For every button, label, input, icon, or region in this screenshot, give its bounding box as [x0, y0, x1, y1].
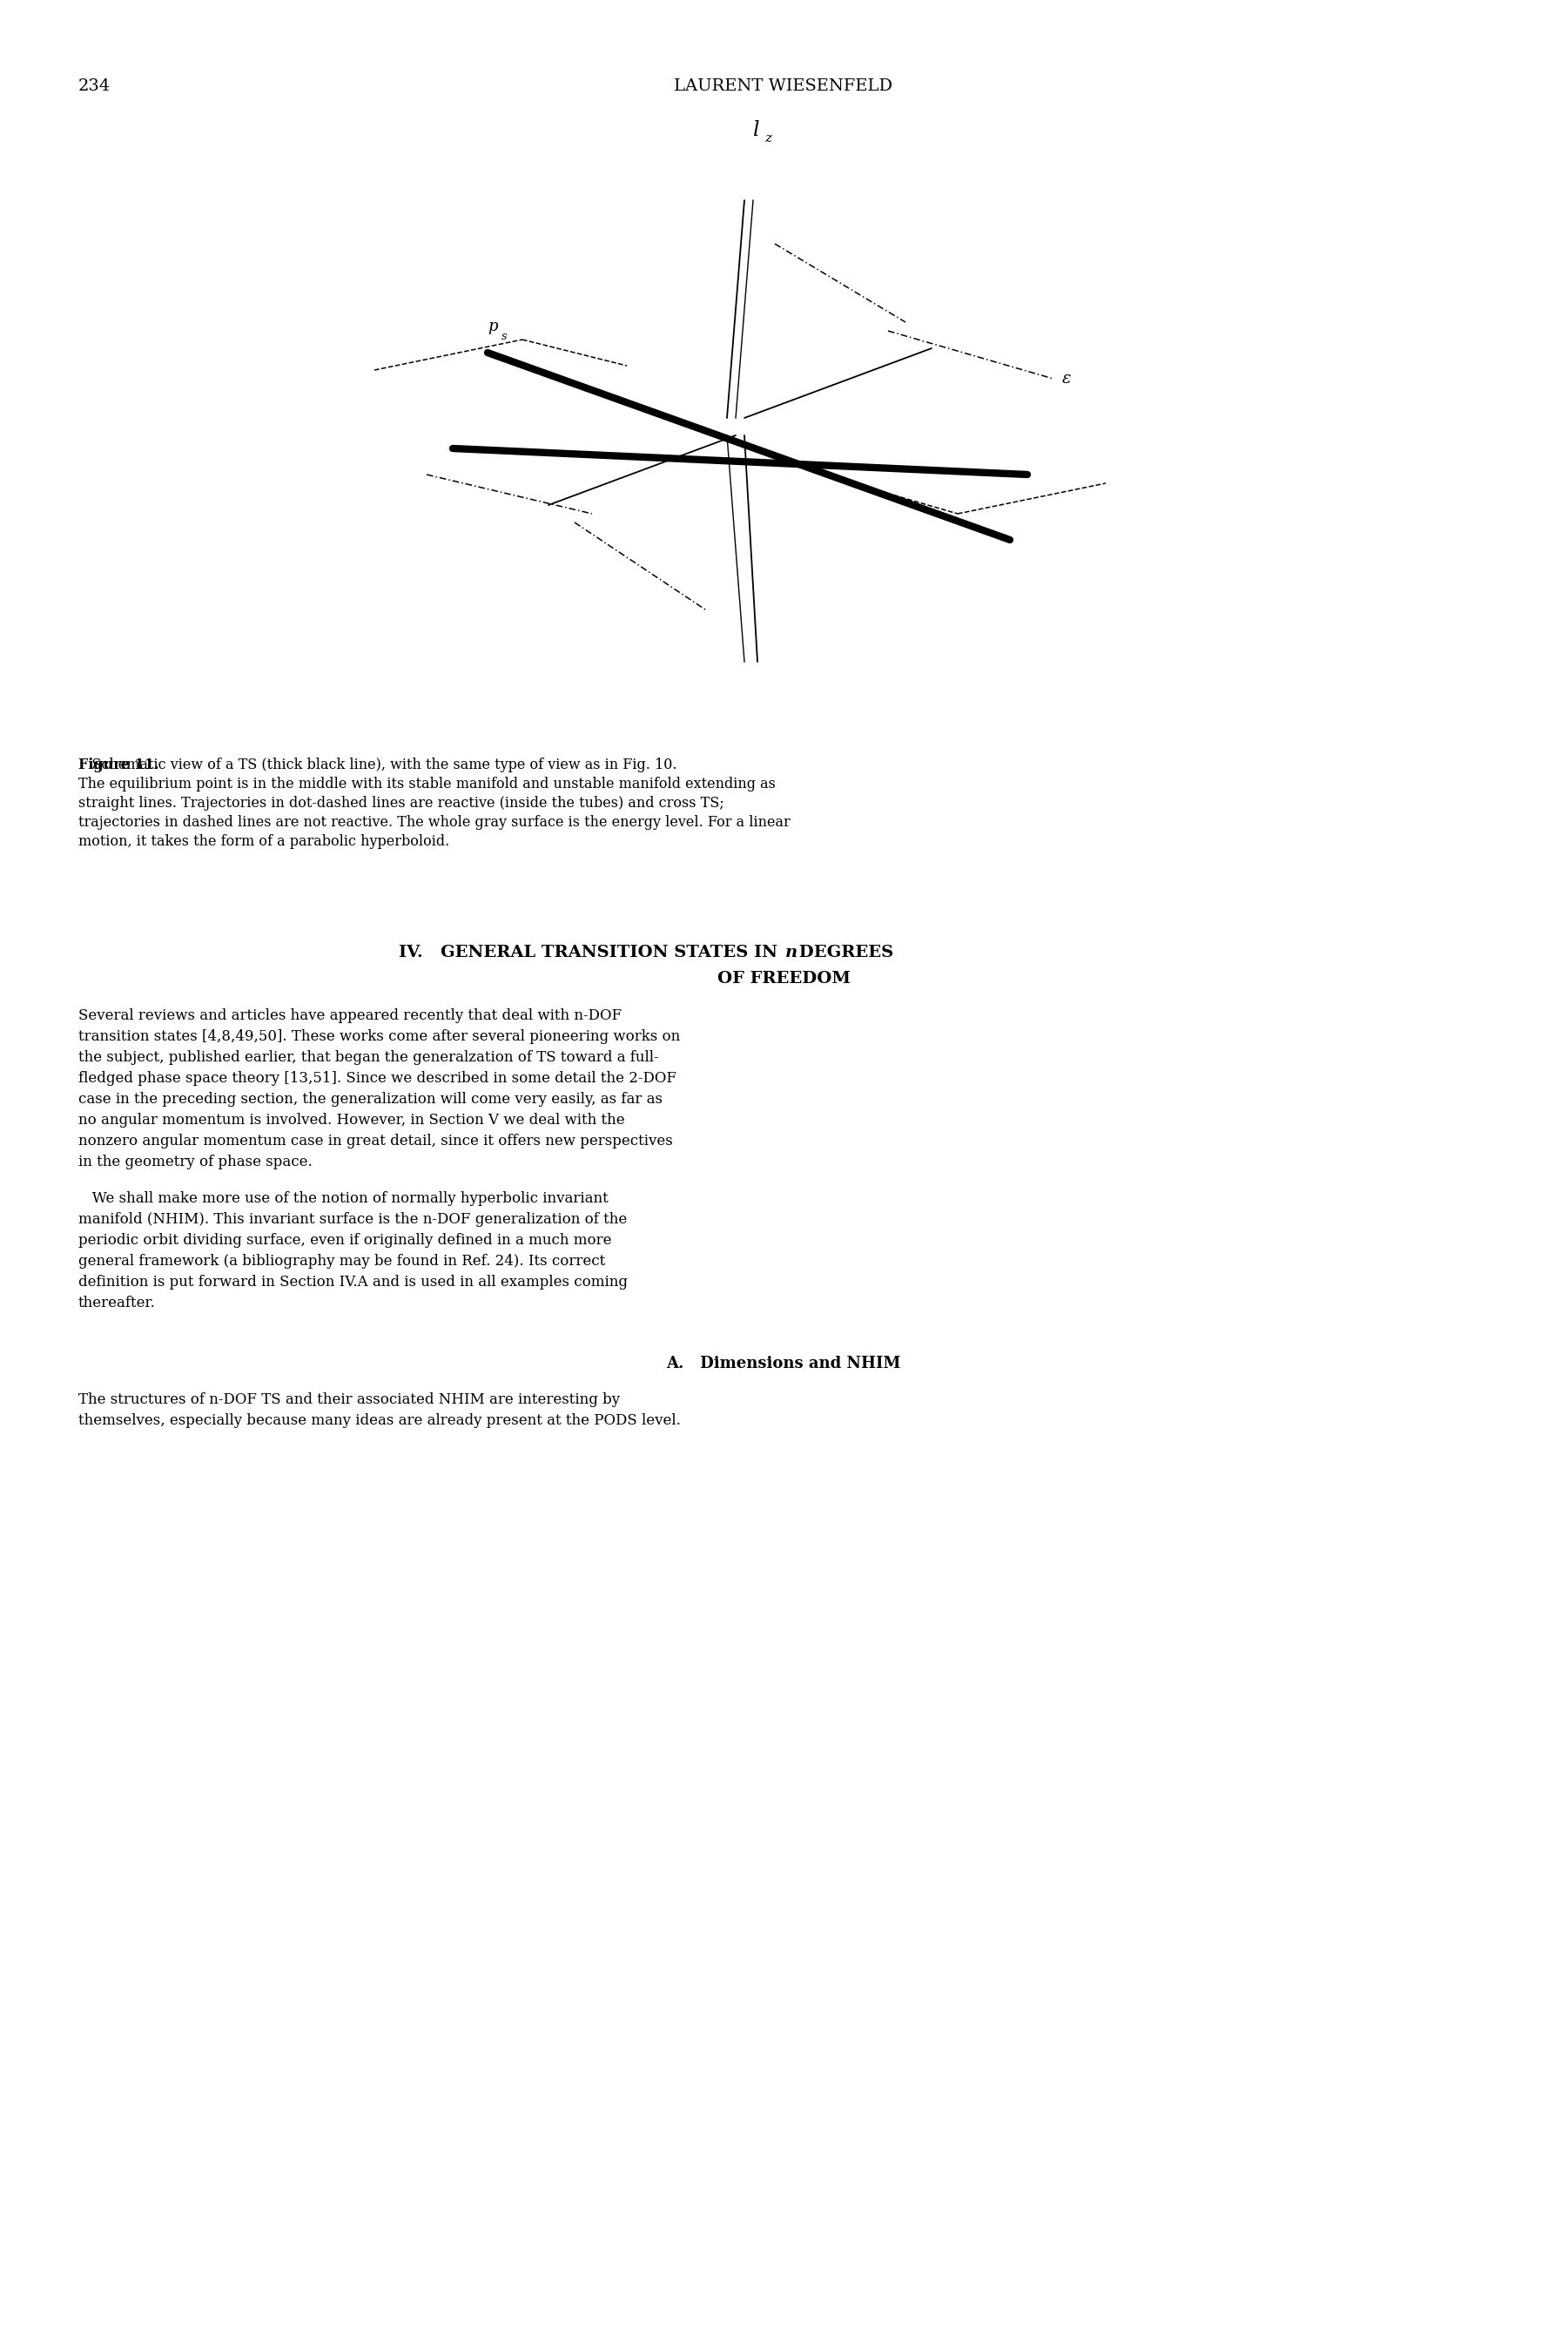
Text: nonzero angular momentum case in great detail, since it offers new perspectives: nonzero angular momentum case in great d… [78, 1133, 673, 1150]
Text: OF FREEDOM: OF FREEDOM [717, 971, 850, 987]
Text: l: l [753, 120, 759, 141]
Text: Schematic view of a TS (thick black line), with the same type of view as in Fig.: Schematic view of a TS (thick black line… [78, 757, 677, 773]
Text: periodic orbit dividing surface, even if originally defined in a much more: periodic orbit dividing surface, even if… [78, 1232, 612, 1248]
Text: definition is put forward in Section IV.A and is used in all examples coming: definition is put forward in Section IV.… [78, 1274, 627, 1291]
Text: straight lines. Trajectories in dot-dashed lines are reactive (inside the tubes): straight lines. Trajectories in dot-dash… [78, 797, 724, 811]
Text: the subject, published earlier, that began the generalzation of TS toward a full: the subject, published earlier, that beg… [78, 1051, 659, 1065]
Text: Several reviews and articles have appeared recently that deal with n-DOF: Several reviews and articles have appear… [78, 1009, 622, 1023]
Text: p: p [488, 320, 497, 334]
Text: The equilibrium point is in the middle with its stable manifold and unstable man: The equilibrium point is in the middle w… [78, 776, 776, 792]
Text: LAURENT WIESENFELD: LAURENT WIESENFELD [674, 78, 892, 94]
Text: general framework (a bibliography may be found in Ref. 24). Its correct: general framework (a bibliography may be… [78, 1253, 605, 1270]
Text: n: n [786, 945, 798, 962]
Text: trajectories in dashed lines are not reactive. The whole gray surface is the ene: trajectories in dashed lines are not rea… [78, 816, 790, 830]
Text: A.   Dimensions and NHIM: A. Dimensions and NHIM [666, 1357, 902, 1371]
Text: DEGREES: DEGREES [793, 945, 894, 962]
Text: ε: ε [1062, 371, 1071, 386]
Text: The structures of n-DOF TS and their associated NHIM are interesting by: The structures of n-DOF TS and their ass… [78, 1392, 619, 1408]
Text: z: z [765, 132, 771, 143]
Text: IV.   GENERAL TRANSITION STATES IN: IV. GENERAL TRANSITION STATES IN [398, 945, 784, 962]
Text: transition states [4,8,49,50]. These works come after several pioneering works o: transition states [4,8,49,50]. These wor… [78, 1030, 681, 1044]
Text: in the geometry of phase space.: in the geometry of phase space. [78, 1154, 312, 1168]
Text: thereafter.: thereafter. [78, 1295, 155, 1310]
Text: 234: 234 [78, 78, 111, 94]
Text: themselves, especially because many ideas are already present at the PODS level.: themselves, especially because many idea… [78, 1413, 681, 1427]
Text: case in the preceding section, the generalization will come very easily, as far : case in the preceding section, the gener… [78, 1091, 663, 1107]
Text: manifold (NHIM). This invariant surface is the n-DOF generalization of the: manifold (NHIM). This invariant surface … [78, 1213, 627, 1227]
Text: no angular momentum is involved. However, in Section V we deal with the: no angular momentum is involved. However… [78, 1112, 624, 1128]
Text: We shall make more use of the notion of normally hyperbolic invariant: We shall make more use of the notion of … [78, 1192, 608, 1206]
Text: motion, it takes the form of a parabolic hyperboloid.: motion, it takes the form of a parabolic… [78, 835, 450, 849]
Text: fledged phase space theory [13,51]. Since we described in some detail the 2-DOF: fledged phase space theory [13,51]. Sinc… [78, 1072, 676, 1086]
Text: Figure 11.: Figure 11. [78, 757, 158, 773]
Text: s: s [502, 331, 506, 341]
